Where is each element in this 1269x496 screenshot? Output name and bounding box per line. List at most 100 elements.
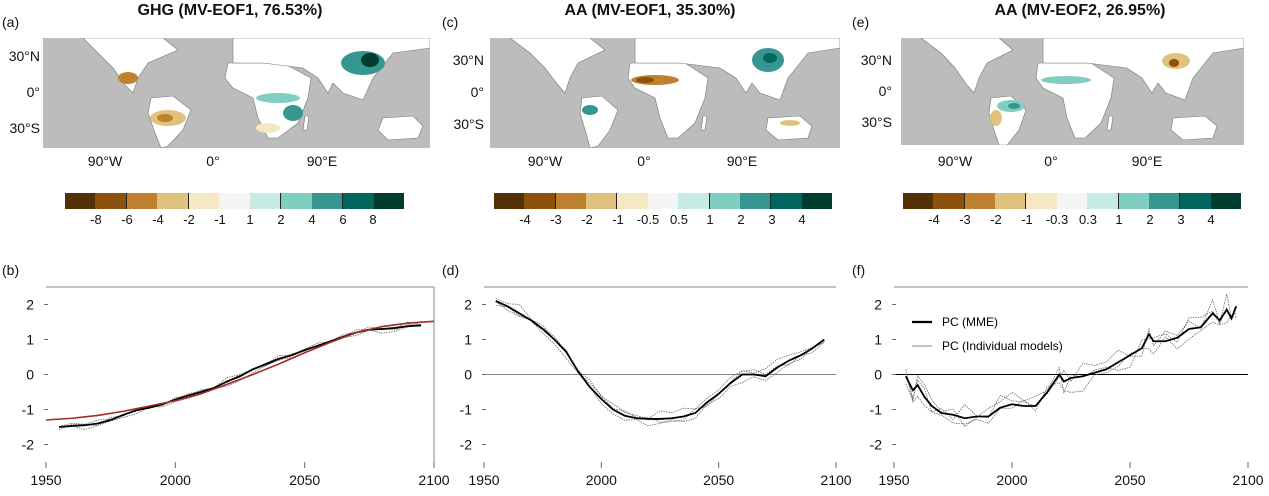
australia [1170, 115, 1218, 141]
lon-label-90e-c: 90°E [726, 153, 758, 169]
cbar-tick: 3 [1177, 212, 1185, 227]
lat-label-0-e: 0° [878, 83, 892, 99]
colorbar-cell [995, 193, 1026, 209]
cbar-tick: 3 [768, 212, 776, 227]
map-panel-a [43, 38, 430, 148]
anomaly-tibet [361, 53, 379, 67]
mme-pc-line [904, 305, 1238, 420]
colorbar-cell [342, 193, 374, 209]
cbar-tick: 2 [1146, 212, 1154, 227]
colorbar-cell [616, 193, 648, 209]
cbar-tick: -3 [550, 212, 562, 227]
x-tick-label: 1950 [468, 472, 499, 488]
colorbar-cell [933, 193, 964, 209]
south-america [579, 95, 619, 148]
colorbar-cell [1056, 193, 1088, 209]
colorbar-cell [801, 193, 832, 209]
cbar-tick: -2 [990, 212, 1002, 227]
title-c: AA (MV-EOF1, 35.30%) [564, 2, 736, 19]
colorbar-cell [647, 193, 679, 209]
colorbar-a [65, 193, 404, 209]
colorbar-cell [1087, 193, 1118, 209]
cbar-tick: 2 [277, 212, 285, 227]
y-tick-label: 2 [464, 297, 472, 313]
colorbar-cell [554, 193, 587, 209]
cbar-tick: 1 [706, 212, 714, 227]
colorbar-cell [963, 193, 996, 209]
colorbar-cell [65, 193, 96, 209]
map-panel-e [901, 38, 1244, 145]
y-tick-label: 0 [874, 367, 882, 383]
cbar-tick: -0.5 [636, 212, 660, 227]
anomaly-east-asia-core [763, 53, 777, 63]
cbar-tick: -4 [928, 212, 940, 227]
colorbar-cell [1025, 193, 1057, 209]
panel-label-f: (f) [852, 262, 866, 278]
x-tick-label: 1950 [30, 472, 61, 488]
individual-model-line [58, 324, 422, 430]
cbar-tick: 0.5 [669, 212, 689, 227]
anomaly-s-america [990, 110, 1002, 126]
cbar-tick: 0.3 [1078, 212, 1098, 227]
anomaly-east-asia-core [1169, 59, 1179, 67]
y-tick-label: -2 [460, 437, 473, 453]
anomaly-sahel [256, 93, 300, 103]
anomaly-n-australia [780, 120, 800, 126]
eurasia [1042, 38, 1244, 101]
chart-d: 2 1 0 -1 -2 1950 2000 2050 2100 [460, 286, 852, 488]
x-tick-label: 2100 [820, 472, 851, 488]
anomaly-amazon-core [1008, 103, 1020, 109]
mme-pc-line [495, 300, 825, 420]
y-tick-label: -1 [22, 402, 35, 418]
north-america [82, 38, 179, 94]
legend-f: PC (MME) PC (Individual models) [912, 315, 1063, 353]
madagascar [700, 115, 708, 131]
cbar-tick: -2 [581, 212, 593, 227]
panel-label-c: (c) [442, 14, 459, 30]
madagascar [1106, 115, 1114, 131]
lon-label-90e-e: 90°E [1131, 153, 1163, 169]
colorbar-cell [95, 193, 126, 209]
lon-label-90e-a: 90°E [306, 153, 338, 169]
y-tick-label: 1 [26, 332, 34, 348]
cbar-tick: -1 [1021, 212, 1033, 227]
colorbar-cells-a [65, 193, 404, 209]
mme-pc-line [58, 324, 422, 428]
colorbar-cell [1117, 193, 1149, 209]
y-tick-label: -1 [460, 402, 473, 418]
anomaly-south-africa [256, 123, 280, 133]
y-tick-label: 2 [874, 297, 882, 313]
lat-label-30n-a: 30°N [8, 48, 40, 64]
x-tick-label: 1950 [878, 472, 909, 488]
y-tick-label: -2 [870, 437, 883, 453]
colorbar-cell [157, 193, 188, 209]
lon-label-0-a: 0° [206, 153, 220, 169]
world-map-c [509, 38, 840, 148]
colorbar-ticks-a: -8 -6 -4 -2 -1 1 2 4 6 8 [65, 212, 404, 230]
anomaly-andes [582, 105, 598, 115]
north-america [920, 38, 1014, 94]
y-tick-label: 1 [874, 332, 882, 348]
lat-label-0-c: 0° [470, 84, 484, 100]
cbar-tick: -8 [90, 212, 102, 227]
title-e: AA (MV-EOF2, 26.95%) [994, 2, 1166, 19]
x-tick-label: 2050 [703, 472, 734, 488]
x-tick-label: 2050 [1114, 472, 1145, 488]
colorbar-cell [770, 193, 802, 209]
colorbar-cell [280, 193, 312, 209]
y-tick-label: -2 [22, 437, 35, 453]
world-map-e [920, 38, 1244, 145]
y-tick-label: 1 [464, 332, 472, 348]
north-america [509, 38, 606, 94]
lat-label-30s-c: 30°S [453, 116, 484, 132]
x-tick-label: 2000 [160, 472, 191, 488]
title-a: GHG (MV-EOF1, 76.53%) [137, 2, 323, 19]
individual-model-line [905, 315, 1237, 425]
individual-model-line [905, 307, 1237, 427]
colorbar-ticks-e: -4 -3 -2 -1 -0.3 0.3 1 2 3 4 [903, 212, 1241, 230]
y-tick-label: -1 [870, 402, 883, 418]
colorbar-cell [524, 193, 555, 209]
anomaly-east-africa [283, 105, 303, 121]
colorbar-cell [739, 193, 771, 209]
panel-label-d: (d) [442, 262, 460, 278]
